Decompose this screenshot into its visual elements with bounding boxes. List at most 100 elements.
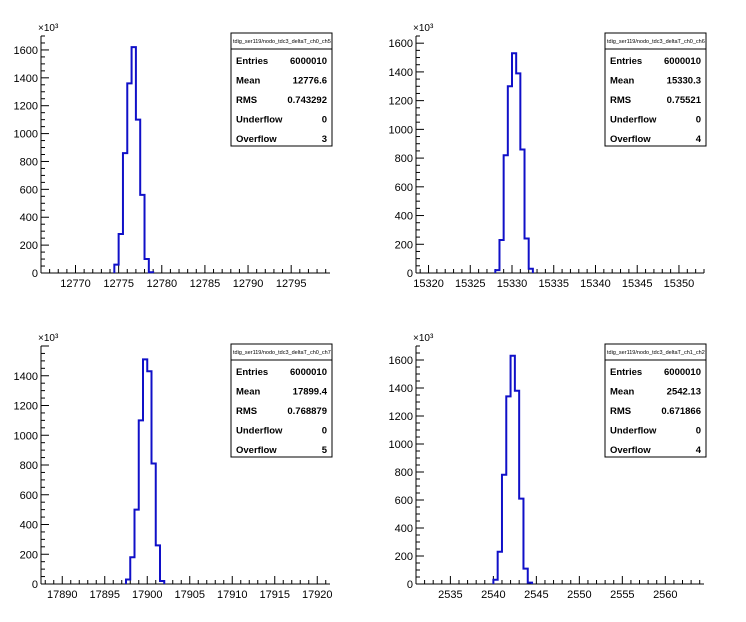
stat-label: Entries xyxy=(236,56,268,67)
y-tick-label: 200 xyxy=(20,240,38,252)
histogram-bin xyxy=(523,569,527,584)
y-tick-label: 1400 xyxy=(389,383,413,395)
x-tick-label: 2540 xyxy=(481,589,505,601)
x-tick-label: 12775 xyxy=(103,278,134,290)
x-tick-label: 12780 xyxy=(146,278,177,290)
x-tick-label: 2535 xyxy=(438,589,462,601)
histogram-bin xyxy=(516,73,520,273)
y-tick-label: 600 xyxy=(20,184,38,196)
stat-label: Entries xyxy=(610,367,642,378)
y-tick-label: 1400 xyxy=(14,73,38,85)
y-exponent-label: ×10³ xyxy=(413,333,434,344)
x-tick-label: 17905 xyxy=(174,589,205,601)
stat-value: 0.743292 xyxy=(287,95,327,106)
histogram-bin xyxy=(508,86,512,273)
histogram-bin xyxy=(136,120,140,273)
histogram-bin xyxy=(498,552,502,584)
y-tick-label: 1000 xyxy=(389,439,413,451)
stat-label: Underflow xyxy=(236,426,283,437)
x-tick-label: 15335 xyxy=(538,278,569,290)
y-tick-label: 200 xyxy=(20,549,38,561)
x-tick-label: 12770 xyxy=(60,278,91,290)
x-tick-label: 12795 xyxy=(276,278,307,290)
histogram-bin xyxy=(493,580,497,584)
histogram-title: tdig_ser119/nodo_tdc3_deltaT_ch0_ch5 xyxy=(233,39,331,45)
stat-value: 2542.13 xyxy=(667,387,701,398)
x-tick-label: 17900 xyxy=(132,589,163,601)
stat-label: Underflow xyxy=(610,426,657,437)
histogram-bin xyxy=(512,53,516,273)
histogram-bin xyxy=(149,272,153,273)
x-tick-label: 15345 xyxy=(622,278,653,290)
y-tick-label: 800 xyxy=(395,153,413,165)
histogram-bin xyxy=(127,83,131,273)
y-tick-label: 1000 xyxy=(389,124,413,136)
histogram-bin xyxy=(132,47,136,273)
y-exponent-label: ×10³ xyxy=(413,23,434,34)
histogram-title: tdig_ser119/nodo_tdc3_deltaT_ch0_ch6 xyxy=(607,39,705,45)
x-tick-label: 12785 xyxy=(190,278,221,290)
y-tick-label: 1000 xyxy=(14,129,38,141)
stat-value: 0.768879 xyxy=(287,406,327,417)
x-tick-label: 17915 xyxy=(259,589,290,601)
stat-label: RMS xyxy=(236,95,257,106)
y-tick-label: 400 xyxy=(20,520,38,532)
y-tick-label: 800 xyxy=(20,460,38,472)
histogram-title: tdig_ser119/nodo_tdc3_deltaT_ch1_ch2 xyxy=(607,350,705,356)
stats-box-frame xyxy=(230,32,333,147)
y-tick-label: 400 xyxy=(20,212,38,224)
x-tick-label: 17890 xyxy=(47,589,78,601)
histogram-bin xyxy=(525,239,529,273)
histogram-bin xyxy=(152,464,156,584)
histogram-bin xyxy=(495,270,499,273)
y-tick-label: 400 xyxy=(395,211,413,223)
histogram-outline xyxy=(113,46,155,274)
y-tick-label: 1000 xyxy=(14,430,38,442)
y-tick-label: 1400 xyxy=(14,371,38,383)
y-tick-label: 1200 xyxy=(389,411,413,423)
histogram-bin xyxy=(519,499,523,584)
x-tick-label: 15320 xyxy=(413,278,444,290)
histogram-bin xyxy=(135,510,139,584)
stat-value: 15330.3 xyxy=(667,76,701,87)
histogram-panel-4: 2535 2540 2545 2550 2555 2560 0 200 400 600 800 100… xyxy=(389,333,707,601)
x-tick-label: 15340 xyxy=(580,278,611,290)
stat-label: Underflow xyxy=(236,115,283,126)
stat-label: Underflow xyxy=(610,115,657,126)
histogram-outline xyxy=(492,354,534,584)
x-tick-label: 15350 xyxy=(664,278,695,290)
histogram-bin xyxy=(140,195,144,273)
stat-value: 6000010 xyxy=(664,56,701,67)
y-tick-label: 600 xyxy=(20,490,38,502)
histogram-panel-2: 15320 15325 15330 15335 15340 15345 15350 0 200 4… xyxy=(389,23,707,290)
stat-value: 5 xyxy=(322,445,328,456)
y-tick-label: 1600 xyxy=(389,38,413,50)
stat-value: 0 xyxy=(322,115,327,126)
histogram-title: tdig_ser119/nodo_tdc3_deltaT_ch0_ch7 xyxy=(233,350,331,356)
histogram-bin xyxy=(504,155,508,273)
y-tick-label: 1600 xyxy=(389,355,413,367)
y-tick-label: 0 xyxy=(407,268,413,280)
stat-label: Overflow xyxy=(236,134,277,145)
histogram-bin xyxy=(160,581,164,584)
stat-label: Mean xyxy=(236,387,260,398)
y-tick-label: 1200 xyxy=(14,101,38,113)
stat-value: 0 xyxy=(696,426,701,437)
histogram-bin xyxy=(499,240,503,273)
x-tick-label: 17920 xyxy=(302,589,333,601)
x-tick-label: 2545 xyxy=(524,589,548,601)
stats-box: tdig_ser119/nodo_tdc3_deltaT_ch0_ch7 Entr… xyxy=(230,343,333,458)
histogram-panel-1: 12770 12775 12780 12785 12790 12795 0 200 400 600… xyxy=(14,23,333,290)
stat-value: 6000010 xyxy=(664,367,701,378)
histogram-bin xyxy=(528,583,532,584)
y-exponent-label: ×10³ xyxy=(38,333,59,344)
histogram-bin xyxy=(506,396,510,584)
stat-value: 6000010 xyxy=(290,367,327,378)
histogram-bin xyxy=(143,359,147,584)
x-tick-label: 17910 xyxy=(217,589,248,601)
stat-label: Entries xyxy=(610,56,642,67)
y-tick-label: 800 xyxy=(395,467,413,479)
histogram-outline xyxy=(494,52,534,273)
stat-value: 4 xyxy=(696,445,702,456)
